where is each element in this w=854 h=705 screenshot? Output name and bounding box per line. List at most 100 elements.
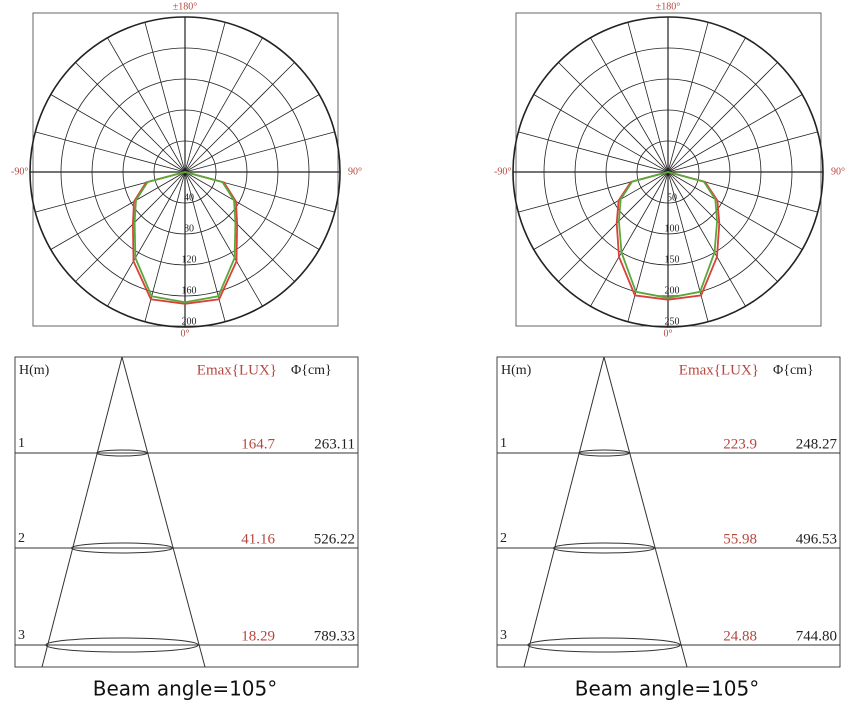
emax-value: 24.88 — [723, 628, 757, 644]
radial-line — [627, 22, 669, 173]
radial-line — [667, 171, 778, 282]
radial-line — [144, 22, 186, 173]
ring-label: 120 — [182, 254, 197, 265]
ring — [91, 78, 279, 266]
ring-label: 80 — [184, 223, 194, 234]
diameter-value: 263.11 — [314, 436, 355, 452]
diameter-value: 248.27 — [796, 436, 838, 452]
table-frame — [14, 356, 359, 668]
cone-edge — [121, 356, 206, 668]
radial-line — [533, 171, 669, 250]
ring — [60, 47, 310, 297]
beam-caption: Beam angle=105° — [93, 677, 278, 701]
ring-label: 200 — [182, 316, 197, 327]
radial-line — [35, 131, 186, 173]
column-header: Φ{cm} — [773, 363, 814, 378]
radial-line — [184, 131, 335, 173]
angle-label: 0° — [664, 328, 673, 339]
radial-line — [184, 94, 320, 173]
diameter-value: 789.33 — [314, 628, 355, 644]
height-label: 3 — [500, 628, 507, 643]
radial-line — [75, 171, 186, 282]
radial-line — [667, 94, 803, 173]
intensity-curve — [131, 171, 239, 305]
radial-line — [184, 62, 295, 173]
intensity-curve — [615, 171, 721, 301]
height-label: 1 — [18, 436, 25, 451]
height-label: 3 — [18, 628, 25, 643]
height-label: 1 — [500, 436, 507, 451]
emax-value: 223.9 — [723, 436, 757, 452]
column-header: Φ{cm} — [291, 363, 332, 378]
radial-line — [518, 131, 669, 173]
emax-value: 55.98 — [723, 531, 757, 547]
column-header: H(m) — [19, 363, 50, 378]
radial-line — [667, 171, 803, 250]
ring — [605, 109, 731, 235]
radial-line — [667, 22, 709, 173]
radial-line — [667, 62, 778, 173]
radial-line — [558, 171, 669, 282]
diameter-value: 744.80 — [796, 628, 837, 644]
ring-label: 160 — [182, 285, 197, 296]
radial-line — [627, 171, 669, 322]
cone-edge — [41, 356, 123, 668]
angle-label: ±180° — [173, 1, 198, 12]
ring-label: 50 — [667, 192, 677, 203]
angle-label: -90° — [494, 166, 511, 177]
beam-ellipse — [578, 449, 630, 457]
ring-label: 200 — [665, 285, 680, 296]
diameter-value: 496.53 — [796, 531, 837, 547]
radial-line — [184, 171, 320, 250]
ring — [29, 16, 341, 328]
radial-line — [590, 37, 669, 173]
radial-line — [667, 37, 746, 173]
angle-label: 0° — [181, 328, 190, 339]
intensity-curve — [133, 171, 237, 304]
emax-value: 164.7 — [241, 436, 275, 452]
cone-edge — [523, 356, 605, 668]
beam-ellipse — [552, 542, 656, 554]
ring-label: 40 — [184, 192, 194, 203]
beam-ellipse — [96, 449, 148, 457]
angle-label: -90° — [11, 166, 28, 177]
radial-line — [667, 171, 709, 322]
ring — [122, 109, 248, 235]
radial-line — [184, 171, 263, 307]
ring — [153, 140, 217, 204]
table-frame — [496, 356, 841, 668]
height-label: 2 — [500, 531, 507, 546]
beam-ellipse — [70, 542, 174, 554]
ring-label: 100 — [665, 223, 680, 234]
height-label: 2 — [18, 531, 25, 546]
radial-line — [184, 37, 263, 173]
ring — [574, 78, 762, 266]
intensity-curve — [617, 171, 719, 299]
column-header: Emax{LUX} — [197, 362, 277, 378]
ring-label: 250 — [665, 316, 680, 327]
cone-edge — [603, 356, 688, 668]
radial-line — [590, 171, 669, 307]
radial-line — [50, 94, 186, 173]
radial-line — [667, 131, 818, 173]
angle-label: 90° — [831, 166, 845, 177]
angle-label: ±180° — [656, 1, 681, 12]
ring — [512, 16, 824, 328]
ring — [636, 140, 700, 204]
radial-line — [75, 62, 186, 173]
ring — [543, 47, 793, 297]
emax-value: 41.16 — [241, 531, 275, 547]
radial-line — [107, 37, 186, 173]
diameter-value: 526.22 — [314, 531, 355, 547]
ring-label: 150 — [665, 254, 680, 265]
column-header: H(m) — [501, 363, 532, 378]
beam-ellipse — [527, 637, 681, 653]
beam-caption: Beam angle=105° — [575, 677, 760, 701]
radial-line — [50, 171, 186, 250]
radial-line — [184, 22, 226, 173]
radial-line — [667, 171, 746, 307]
angle-label: 90° — [348, 166, 362, 177]
radial-line — [184, 171, 295, 282]
column-header: Emax{LUX} — [679, 362, 759, 378]
